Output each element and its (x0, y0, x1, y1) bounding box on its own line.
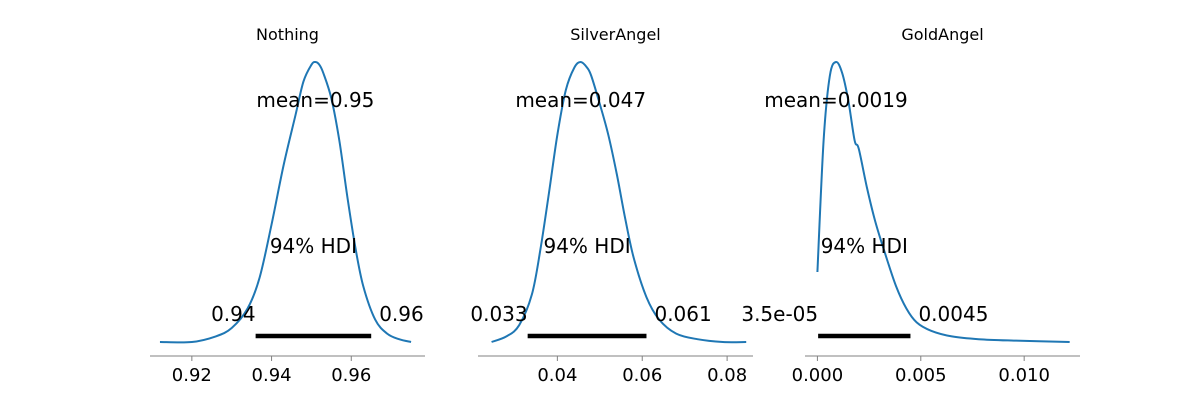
x-tick-label: 0.005 (895, 365, 947, 386)
density-curve (491, 61, 747, 344)
mean-label: mean=0.0019 (764, 88, 907, 112)
x-tick-label: 0.96 (331, 365, 371, 386)
panel-nothing: Nothing 0.92 0.94 0.96 94% HDI mean=0.95 0.94 0… (150, 25, 425, 386)
hdi-lower-label: 0.033 (470, 302, 527, 326)
panel-title: Nothing (256, 25, 319, 44)
x-tick-label: 0.08 (707, 365, 747, 386)
panel-goldangel: GoldAngel 0.000 0.005 0.010 94% HDI mean=0.00… (741, 25, 1080, 386)
x-tick-label: 0.04 (537, 365, 577, 386)
x-tick-label: 0.06 (622, 365, 662, 386)
x-tick-label: 0.94 (252, 365, 292, 386)
x-tick-label: 0.010 (998, 365, 1050, 386)
density-curve (159, 60, 412, 344)
mean-label: mean=0.047 (515, 88, 646, 112)
hdi-label: 94% HDI (821, 234, 908, 258)
panel-title: SilverAngel (570, 25, 660, 44)
hdi-upper-label: 0.0045 (918, 302, 988, 326)
hdi-label: 94% HDI (543, 234, 630, 258)
density-curve (816, 61, 1070, 343)
mean-label: mean=0.95 (256, 88, 374, 112)
panel-silverangel: SilverAngel 0.04 0.06 0.08 94% HDI mean=0.047… (470, 25, 753, 386)
hdi-lower-label: 0.94 (211, 302, 256, 326)
x-tick-label: 0.000 (792, 365, 844, 386)
panel-title: GoldAngel (901, 25, 983, 44)
x-tick-label: 0.92 (172, 365, 212, 386)
hdi-upper-label: 0.96 (379, 302, 424, 326)
hdi-upper-label: 0.061 (654, 302, 711, 326)
hdi-lower-label: 3.5e-05 (741, 302, 818, 326)
hdi-label: 94% HDI (270, 234, 357, 258)
